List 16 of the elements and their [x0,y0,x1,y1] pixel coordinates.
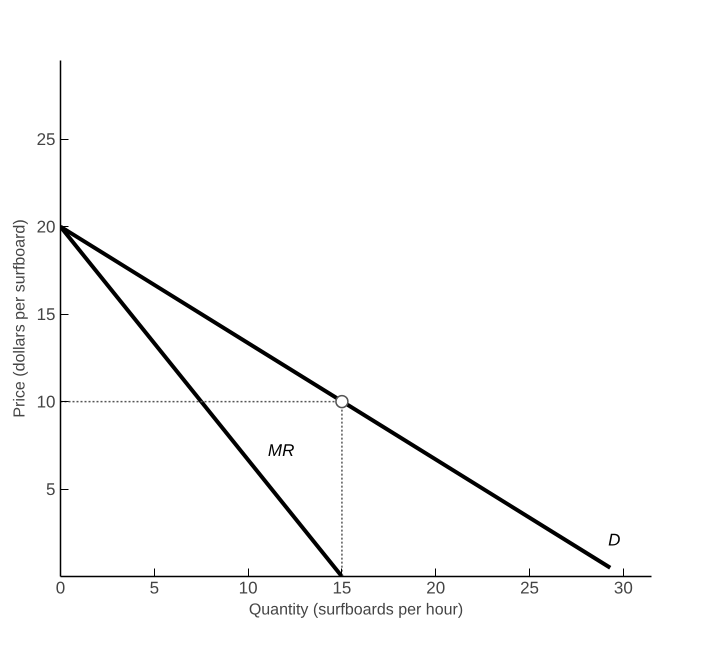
x-tick-label: 5 [150,578,160,598]
y-tick-label: 25 [36,130,56,150]
x-tick-label: 0 [56,578,66,598]
y-tick-label: 20 [36,218,56,237]
x-tick-label: 10 [238,578,258,598]
x-tick-label: 20 [426,578,446,598]
x-axis-title: Quantity (surfboards per hour) [248,602,464,618]
y-tick-label: 10 [36,392,56,412]
y-tick-label: 5 [46,480,56,500]
series-label: MR [268,441,294,460]
series-label: D [608,530,620,550]
y-tick-label: 15 [36,305,56,324]
y-axis-title: Price (dollars per surfboard) [12,219,29,418]
x-tick-label: 30 [614,578,633,598]
x-tick-label: 15 [332,578,352,598]
x-tick-label: 25 [520,578,540,598]
